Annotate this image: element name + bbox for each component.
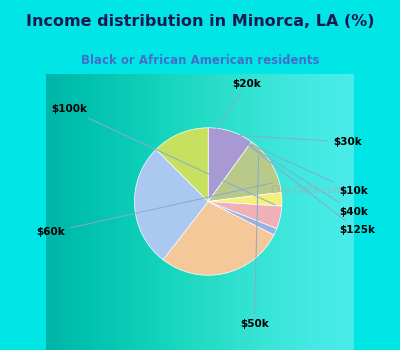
Text: Black or African American residents: Black or African American residents (81, 54, 319, 66)
Text: City-Data.com: City-Data.com (270, 185, 344, 195)
Wedge shape (208, 128, 252, 202)
Text: $10k: $10k (240, 139, 368, 196)
Wedge shape (208, 142, 281, 202)
Text: Income distribution in Minorca, LA (%): Income distribution in Minorca, LA (%) (26, 14, 374, 29)
Wedge shape (208, 192, 282, 206)
Text: $40k: $40k (244, 142, 368, 217)
Text: $60k: $60k (36, 183, 272, 237)
Text: $100k: $100k (51, 104, 275, 205)
Text: $30k: $30k (231, 135, 362, 147)
Wedge shape (156, 128, 208, 202)
Wedge shape (208, 202, 277, 235)
Wedge shape (208, 202, 282, 229)
Text: $125k: $125k (247, 144, 375, 235)
Text: $20k: $20k (216, 79, 262, 130)
Text: $50k: $50k (240, 156, 269, 329)
Wedge shape (163, 202, 274, 275)
Wedge shape (134, 149, 208, 260)
